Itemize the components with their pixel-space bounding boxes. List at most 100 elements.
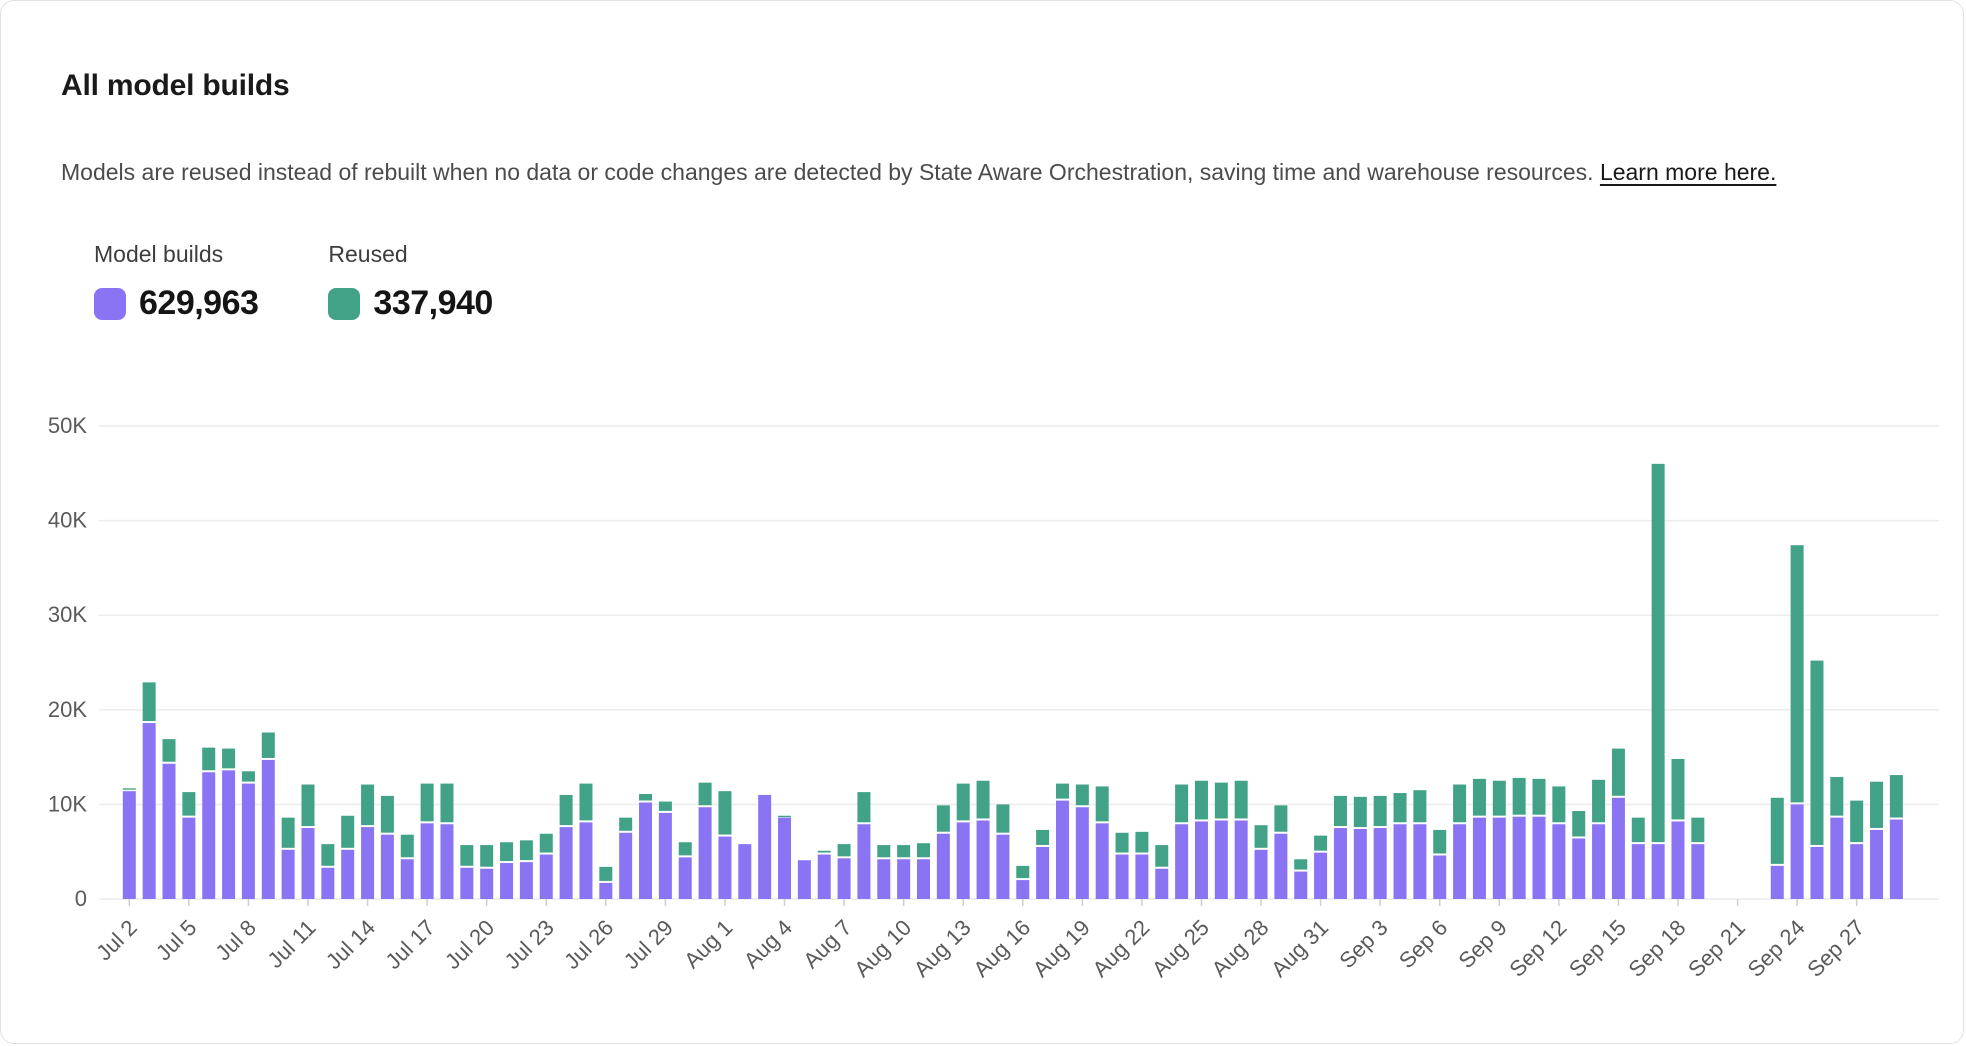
bar-segment-builds[interactable] xyxy=(1016,880,1030,899)
bar-segment-reused[interactable] xyxy=(1453,784,1467,823)
bar-segment-builds[interactable] xyxy=(936,833,950,899)
bar-segment-builds[interactable] xyxy=(122,791,136,899)
bar-segment-reused[interactable] xyxy=(182,792,196,816)
bar-segment-reused[interactable] xyxy=(817,850,831,853)
bar-segment-builds[interactable] xyxy=(361,827,375,899)
bar-segment-builds[interactable] xyxy=(1830,817,1844,899)
bar-segment-reused[interactable] xyxy=(1631,817,1645,843)
bar-segment-builds[interactable] xyxy=(182,817,196,899)
bar-segment-reused[interactable] xyxy=(1850,800,1864,843)
bar-segment-reused[interactable] xyxy=(241,771,255,782)
bar-segment-builds[interactable] xyxy=(1592,824,1606,899)
bar-segment-reused[interactable] xyxy=(1194,780,1208,820)
bar-segment-builds[interactable] xyxy=(1870,829,1884,899)
bar-segment-builds[interactable] xyxy=(460,867,474,899)
bar-segment-reused[interactable] xyxy=(599,866,613,881)
bar-segment-builds[interactable] xyxy=(380,834,394,899)
bar-segment-builds[interactable] xyxy=(142,723,156,899)
bar-segment-reused[interactable] xyxy=(341,815,355,848)
bar-segment-builds[interactable] xyxy=(817,854,831,899)
bar-segment-builds[interactable] xyxy=(1314,852,1328,899)
bar-segment-builds[interactable] xyxy=(341,849,355,899)
bar-segment-builds[interactable] xyxy=(678,857,692,899)
bar-segment-reused[interactable] xyxy=(361,784,375,826)
bar-segment-reused[interactable] xyxy=(1254,825,1268,848)
bar-segment-reused[interactable] xyxy=(321,844,335,866)
bar-segment-reused[interactable] xyxy=(837,844,851,857)
bar-segment-reused[interactable] xyxy=(1294,859,1308,870)
bar-segment-reused[interactable] xyxy=(1353,796,1367,827)
bar-segment-builds[interactable] xyxy=(1115,854,1129,899)
bar-segment-reused[interactable] xyxy=(222,748,236,769)
bar-segment-builds[interactable] xyxy=(539,854,553,899)
bar-segment-reused[interactable] xyxy=(480,845,494,867)
bar-segment-builds[interactable] xyxy=(1155,868,1169,899)
bar-segment-builds[interactable] xyxy=(301,828,315,899)
bar-segment-builds[interactable] xyxy=(976,820,990,899)
bar-segment-reused[interactable] xyxy=(897,845,911,858)
bar-segment-reused[interactable] xyxy=(1870,781,1884,828)
bar-segment-builds[interactable] xyxy=(658,812,672,899)
bar-segment-reused[interactable] xyxy=(301,784,315,827)
bar-segment-reused[interactable] xyxy=(1075,784,1089,806)
bar-segment-builds[interactable] xyxy=(1075,807,1089,899)
bar-segment-builds[interactable] xyxy=(500,863,514,899)
bar-segment-builds[interactable] xyxy=(420,823,434,899)
bar-segment-builds[interactable] xyxy=(917,859,930,899)
bar-segment-reused[interactable] xyxy=(917,843,930,858)
bar-segment-builds[interactable] xyxy=(956,822,970,899)
bar-segment-builds[interactable] xyxy=(1254,849,1268,899)
bar-segment-builds[interactable] xyxy=(321,867,335,899)
bar-segment-builds[interactable] xyxy=(1393,824,1407,899)
bar-segment-reused[interactable] xyxy=(718,791,732,835)
bar-segment-reused[interactable] xyxy=(1055,783,1069,799)
bar-segment-builds[interactable] xyxy=(480,868,494,899)
bar-segment-builds[interactable] xyxy=(440,824,454,899)
bar-segment-builds[interactable] xyxy=(400,859,414,899)
bar-segment-builds[interactable] xyxy=(261,759,275,899)
bar-segment-reused[interactable] xyxy=(639,793,653,801)
bar-segment-reused[interactable] xyxy=(1770,797,1784,864)
bar-segment-builds[interactable] xyxy=(1095,823,1109,899)
bar-segment-reused[interactable] xyxy=(1234,780,1248,819)
bar-segment-builds[interactable] xyxy=(1671,821,1685,899)
bar-segment-reused[interactable] xyxy=(261,732,275,758)
bar-segment-builds[interactable] xyxy=(1810,846,1824,899)
bar-segment-builds[interactable] xyxy=(1333,828,1347,899)
bar-segment-reused[interactable] xyxy=(281,817,295,848)
bar-segment-builds[interactable] xyxy=(718,836,732,899)
bar-segment-builds[interactable] xyxy=(1413,824,1427,899)
bar-segment-reused[interactable] xyxy=(1115,832,1129,853)
bar-segment-builds[interactable] xyxy=(281,849,295,899)
bar-segment-builds[interactable] xyxy=(1532,816,1546,899)
bar-segment-reused[interactable] xyxy=(996,804,1010,833)
bar-segment-builds[interactable] xyxy=(202,772,216,899)
bar-segment-reused[interactable] xyxy=(380,795,394,833)
bar-segment-reused[interactable] xyxy=(698,782,712,806)
bar-segment-reused[interactable] xyxy=(460,845,474,866)
bar-segment-reused[interactable] xyxy=(1810,660,1824,845)
bar-segment-reused[interactable] xyxy=(1691,817,1705,843)
bar-segment-builds[interactable] xyxy=(1453,824,1467,899)
bar-segment-builds[interactable] xyxy=(559,827,573,899)
bar-segment-reused[interactable] xyxy=(619,817,633,831)
bar-segment-builds[interactable] xyxy=(519,862,533,899)
bar-segment-builds[interactable] xyxy=(1651,844,1665,899)
bar-segment-reused[interactable] xyxy=(857,792,871,823)
bar-segment-reused[interactable] xyxy=(877,845,891,858)
bar-segment-reused[interactable] xyxy=(1274,805,1288,832)
bar-segment-reused[interactable] xyxy=(1572,811,1586,837)
bar-segment-reused[interactable] xyxy=(1155,845,1169,867)
bar-segment-builds[interactable] xyxy=(1175,824,1189,899)
bar-segment-reused[interactable] xyxy=(1492,780,1506,816)
bar-segment-reused[interactable] xyxy=(1512,777,1526,815)
bar-segment-builds[interactable] xyxy=(1353,828,1367,899)
bar-segment-builds[interactable] xyxy=(1373,828,1387,899)
bar-segment-reused[interactable] xyxy=(658,801,672,811)
bar-segment-reused[interactable] xyxy=(1790,545,1804,803)
bar-segment-reused[interactable] xyxy=(1592,779,1606,823)
bar-segment-reused[interactable] xyxy=(539,833,553,853)
bar-segment-reused[interactable] xyxy=(202,747,216,771)
bar-segment-builds[interactable] xyxy=(738,844,752,899)
bar-segment-reused[interactable] xyxy=(1651,463,1665,843)
